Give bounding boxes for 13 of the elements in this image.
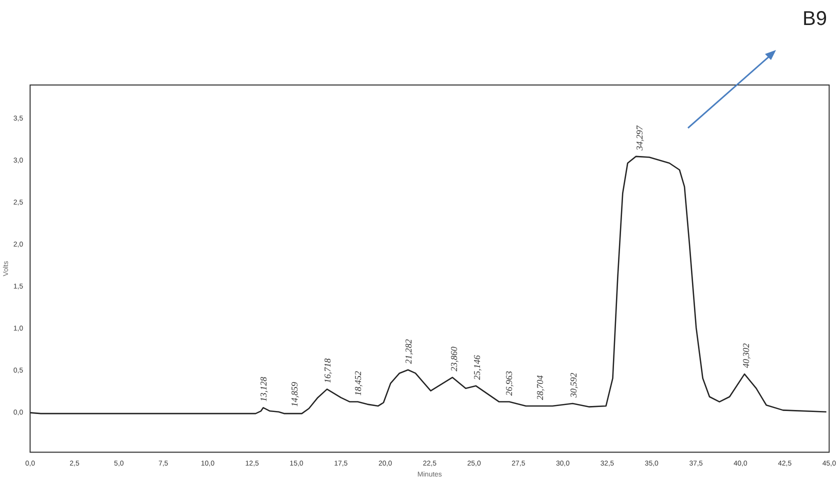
annotation: 18,452 bbox=[353, 370, 364, 396]
annotation: 16,718 bbox=[322, 358, 332, 384]
annotation: 25,146 bbox=[472, 354, 482, 380]
annotation: 23,860 bbox=[449, 346, 460, 372]
annotation: 14,859 bbox=[289, 381, 300, 407]
annotation: 26,963 bbox=[504, 370, 514, 396]
annotation: 13,128 bbox=[258, 376, 269, 402]
annotation: 40,302 bbox=[741, 342, 752, 368]
annotation: 21,282 bbox=[403, 338, 414, 364]
text: B9 bbox=[802, 8, 827, 31]
annotation: 28,704 bbox=[535, 374, 546, 400]
annotation: 34,297 bbox=[634, 125, 645, 152]
annotation: 30,592 bbox=[568, 372, 579, 398]
